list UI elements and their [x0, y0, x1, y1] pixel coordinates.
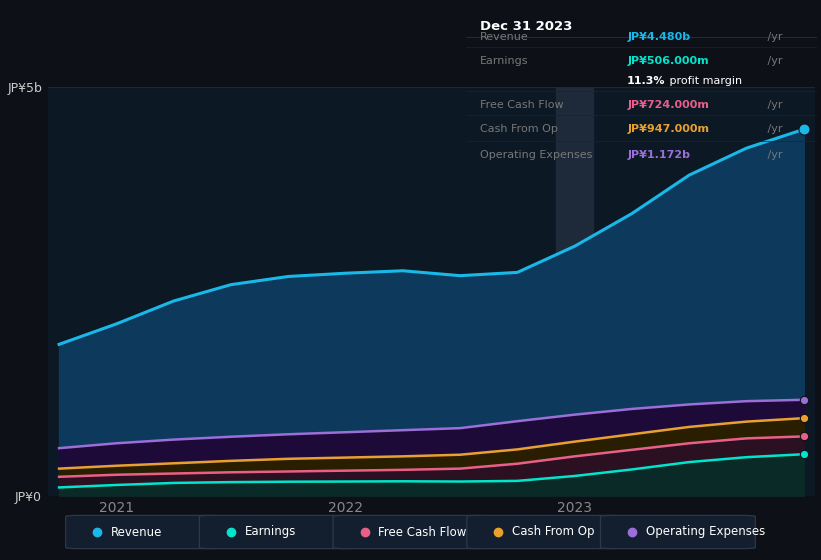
Text: Revenue: Revenue — [479, 32, 528, 42]
Text: /yr: /yr — [764, 124, 782, 134]
Text: Operating Expenses: Operating Expenses — [646, 525, 765, 539]
FancyBboxPatch shape — [333, 515, 488, 549]
Text: JP¥724.000m: JP¥724.000m — [627, 100, 709, 110]
Text: profit margin: profit margin — [666, 76, 742, 86]
Text: Cash From Op: Cash From Op — [479, 124, 557, 134]
Text: /yr: /yr — [764, 56, 782, 66]
Text: Revenue: Revenue — [111, 525, 163, 539]
FancyBboxPatch shape — [467, 515, 621, 549]
Text: Operating Expenses: Operating Expenses — [479, 150, 592, 160]
Text: JP¥4.480b: JP¥4.480b — [627, 32, 690, 42]
Text: JP¥506.000m: JP¥506.000m — [627, 56, 709, 66]
Text: JP¥1.172b: JP¥1.172b — [627, 150, 690, 160]
Text: Dec 31 2023: Dec 31 2023 — [479, 20, 572, 32]
Text: Free Cash Flow: Free Cash Flow — [378, 525, 467, 539]
FancyBboxPatch shape — [200, 515, 354, 549]
Bar — [557, 87, 593, 496]
Text: Free Cash Flow: Free Cash Flow — [479, 100, 563, 110]
FancyBboxPatch shape — [600, 515, 755, 549]
Text: JP¥947.000m: JP¥947.000m — [627, 124, 709, 134]
Text: Earnings: Earnings — [245, 525, 296, 539]
Text: /yr: /yr — [764, 32, 782, 42]
Text: /yr: /yr — [764, 100, 782, 110]
Text: Cash From Op: Cash From Op — [512, 525, 594, 539]
Text: /yr: /yr — [764, 150, 782, 160]
Text: Earnings: Earnings — [479, 56, 528, 66]
FancyBboxPatch shape — [66, 515, 221, 549]
Text: 11.3%: 11.3% — [627, 76, 666, 86]
